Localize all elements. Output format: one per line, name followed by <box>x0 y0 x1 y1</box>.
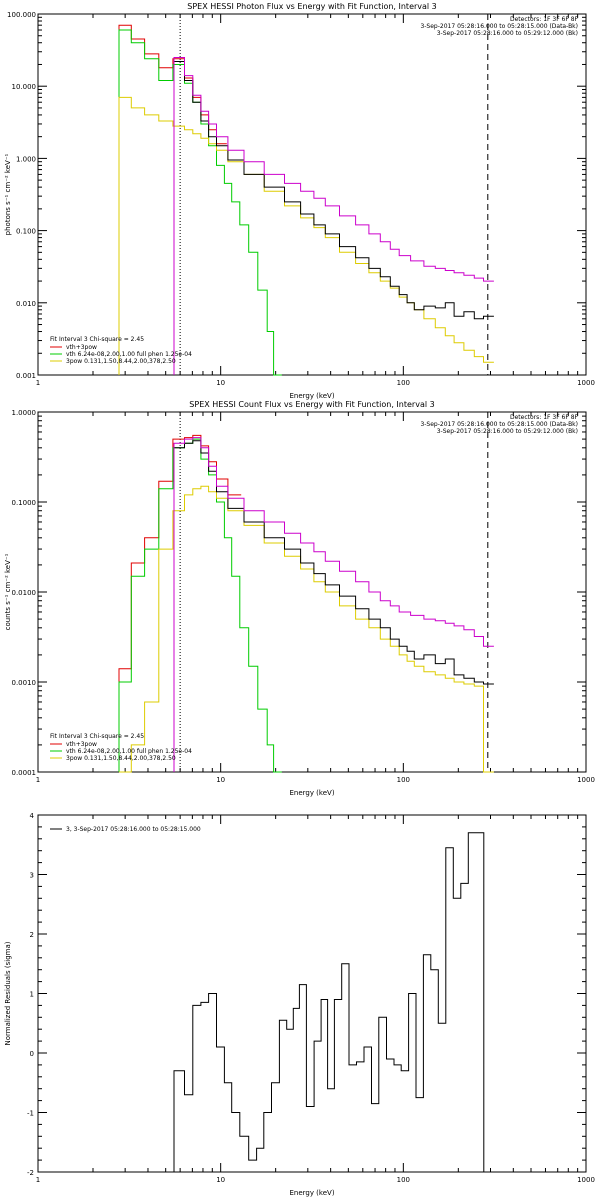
x-tick-label: 100 <box>397 379 410 387</box>
y-tick-label: -1 <box>27 1110 34 1118</box>
legend-label: vth+3pow <box>66 741 97 748</box>
x-axis-label: Energy (keV) <box>289 1189 334 1197</box>
y-tick-label: 0.0001 <box>12 769 37 777</box>
x-tick-label: 1000 <box>577 1176 595 1184</box>
legend-label: 3pow 0.131,1.50,8.44,2.00,378,2.50 <box>66 755 176 762</box>
y-axis-label: Normalized Residuals (sigma) <box>4 941 12 1045</box>
data-series-5 <box>173 57 494 375</box>
legend-label: 3, 3-Sep-2017 05:28:16.000 to 05:28:15.0… <box>66 826 201 833</box>
y-tick-label: 4 <box>30 812 35 820</box>
x-tick-label: 10 <box>216 776 225 784</box>
legend-label: 3pow 0.131,1.50,8.44,2.00,378,2.50 <box>66 358 176 365</box>
y-axis-label: photons s⁻¹ cm⁻² keV⁻¹ <box>4 153 12 235</box>
y-tick-label: -2 <box>27 1169 34 1177</box>
x-tick-label: 1000 <box>577 379 595 387</box>
chart-panel-1: SPEX HESSI Photon Flux vs Energy with Fi… <box>4 2 595 400</box>
y-tick-label: 0.1000 <box>12 499 37 507</box>
x-axis-label: Energy (keV) <box>289 392 334 400</box>
chart-title: SPEX HESSI Count Flux vs Energy with Fit… <box>189 400 434 409</box>
y-tick-label: 0.100 <box>16 228 36 236</box>
data-series-3 <box>119 485 494 773</box>
y-tick-label: 0.0010 <box>12 679 37 687</box>
info-line: Detectors: 1F 3F 6F 8F <box>510 16 579 23</box>
fit-summary: Fit Interval 3 Chi-square = 2.45 <box>50 733 144 740</box>
y-tick-label: 3 <box>30 872 34 880</box>
info-line: 3-Sep-2017 05:28:16.000 to 05:29:12.000 … <box>437 30 578 37</box>
info-line: Detectors: 1F 3F 6F 8F <box>510 414 579 421</box>
plot-frame <box>37 814 587 1173</box>
data-series-4 <box>173 61 494 375</box>
x-tick-label: 1 <box>36 776 40 784</box>
x-tick-label: 100 <box>397 776 410 784</box>
legend-label: vth 6.24e-08,2.00,1.00 full phen 1.25e-0… <box>66 351 192 358</box>
data-series-2 <box>118 438 282 773</box>
x-tick-label: 1 <box>36 1176 40 1184</box>
y-tick-label: 2 <box>30 931 34 939</box>
x-tick-label: 100 <box>397 1176 410 1184</box>
legend-label: vth 6.24e-08,2.00,1.00 full phen 1.25e-0… <box>66 748 192 755</box>
x-tick-label: 10 <box>216 1176 225 1184</box>
data-series-4 <box>173 440 494 772</box>
data-series-3 <box>118 96 494 375</box>
y-tick-label: 10.000 <box>12 83 37 91</box>
x-tick-label: 10 <box>216 379 225 387</box>
data-series-1 <box>173 832 494 1173</box>
y-axis-label: counts s⁻¹ cm⁻² keV⁻¹ <box>4 553 12 630</box>
y-tick-label: 0.010 <box>16 300 36 308</box>
x-axis-label: Energy (keV) <box>289 789 334 797</box>
info-line: 3-Sep-2017 05:28:16.000 to 05:28:15.000 … <box>420 23 578 30</box>
y-tick-label: 1.000 <box>16 155 36 163</box>
chart-title: SPEX HESSI Photon Flux vs Energy with Fi… <box>187 2 437 11</box>
data-series-5 <box>173 437 494 772</box>
x-tick-label: 1000 <box>577 776 595 784</box>
plot-frame <box>37 13 587 376</box>
info-line: 3-Sep-2017 05:28:16.000 to 05:29:12.000 … <box>437 428 578 435</box>
y-tick-label: 0.001 <box>16 372 36 380</box>
info-line: 3-Sep-2017 05:28:16.000 to 05:28:15.000 … <box>420 421 578 428</box>
legend-label: vth+3pow <box>66 344 97 351</box>
data-series-2 <box>118 29 282 376</box>
y-tick-label: 100.000 <box>7 11 36 19</box>
chart-panel-3: 1 10 100 1000 Energy (keV) -2 -1 0 1 2 3 4 Normalize… <box>4 812 595 1197</box>
y-tick-label: 1.0000 <box>12 409 37 417</box>
chart-panel-2: SPEX HESSI Count Flux vs Energy with Fit… <box>4 400 595 797</box>
fit-summary: Fit Interval 3 Chi-square = 2.45 <box>50 336 144 343</box>
y-tick-label: 0 <box>30 1050 34 1058</box>
plot-frame <box>37 411 587 773</box>
y-tick-label: 1 <box>30 991 34 999</box>
y-tick-label: 0.0100 <box>12 589 37 597</box>
x-tick-label: 1 <box>36 379 40 387</box>
